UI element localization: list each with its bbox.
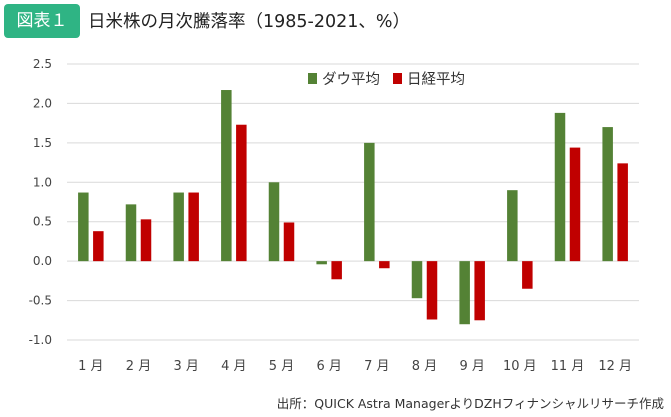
- bar-nikkei: [331, 261, 342, 280]
- figure-badge: 図表１: [4, 4, 80, 38]
- legend-swatch: [393, 73, 402, 84]
- y-tick-label: 2.5: [33, 57, 52, 71]
- bar-dow: [221, 90, 232, 262]
- y-tick-label: 1.0: [33, 175, 52, 189]
- bar-nikkei: [188, 192, 199, 262]
- legend-label: 日経平均: [407, 71, 465, 88]
- bar-dow: [459, 261, 470, 325]
- bar-nikkei: [379, 261, 390, 269]
- y-axis: 2.5 2.0 1.5 1.0 0.5 0.0 -0.5 -1.0: [29, 57, 52, 347]
- x-tick-label: 2 月: [126, 359, 151, 374]
- bar-dow: [602, 127, 613, 262]
- y-tick-label: -1.0: [29, 333, 52, 347]
- bar-dow: [364, 142, 375, 262]
- bar-nikkei: [426, 261, 438, 320]
- x-axis: 1 月 2 月 3 月 4 月 5 月 6 月 7 月 8 月 9 月 10 月 11 月 12 月: [78, 359, 632, 374]
- bar-nikkei: [474, 261, 485, 321]
- x-tick-label: 8 月: [412, 359, 437, 374]
- y-tick-label: 2.0: [33, 96, 52, 110]
- x-tick-label: 9 月: [459, 359, 484, 374]
- x-tick-label: 10 月: [503, 359, 537, 374]
- x-tick-label: 11 月: [551, 359, 585, 374]
- chart-title: 日米株の月次騰落率（1985-2021、%）: [88, 12, 411, 32]
- x-tick-label: 3 月: [173, 359, 198, 374]
- legend-label: ダウ平均: [322, 71, 380, 88]
- bar-nikkei: [617, 163, 628, 262]
- x-tick-label: 6 月: [316, 359, 341, 374]
- bar-dow: [554, 112, 566, 262]
- bar-nikkei: [140, 219, 152, 262]
- bar-nikkei: [236, 124, 247, 262]
- bar-dow: [78, 192, 89, 262]
- bar-dow: [411, 261, 423, 299]
- bars: [78, 90, 628, 325]
- x-tick-label: 7 月: [364, 359, 389, 374]
- source-note: 出所：QUICK Astra ManagerよりDZHフィナンシャルリサーチ作成: [276, 396, 664, 411]
- y-tick-label: 0.0: [33, 254, 52, 268]
- bar-nikkei: [569, 147, 581, 262]
- bar-nikkei: [93, 231, 104, 262]
- x-tick-label: 5 月: [269, 359, 294, 374]
- y-tick-label: 1.5: [33, 136, 52, 150]
- bar-dow: [125, 204, 137, 262]
- bar-dow: [507, 190, 518, 262]
- legend: ダウ平均 日経平均: [308, 71, 465, 88]
- gridlines: [67, 63, 639, 341]
- x-tick-label: 1 月: [78, 359, 103, 374]
- bar-dow: [316, 261, 327, 265]
- legend-swatch: [308, 73, 317, 84]
- x-tick-label: 12 月: [598, 359, 632, 374]
- bar-dow: [268, 182, 280, 262]
- y-tick-label: -0.5: [29, 294, 52, 308]
- bar-dow: [173, 192, 184, 262]
- x-tick-label: 4 月: [221, 359, 246, 374]
- bar-nikkei: [283, 222, 295, 262]
- y-tick-label: 0.5: [33, 215, 52, 229]
- bar-nikkei: [522, 261, 533, 289]
